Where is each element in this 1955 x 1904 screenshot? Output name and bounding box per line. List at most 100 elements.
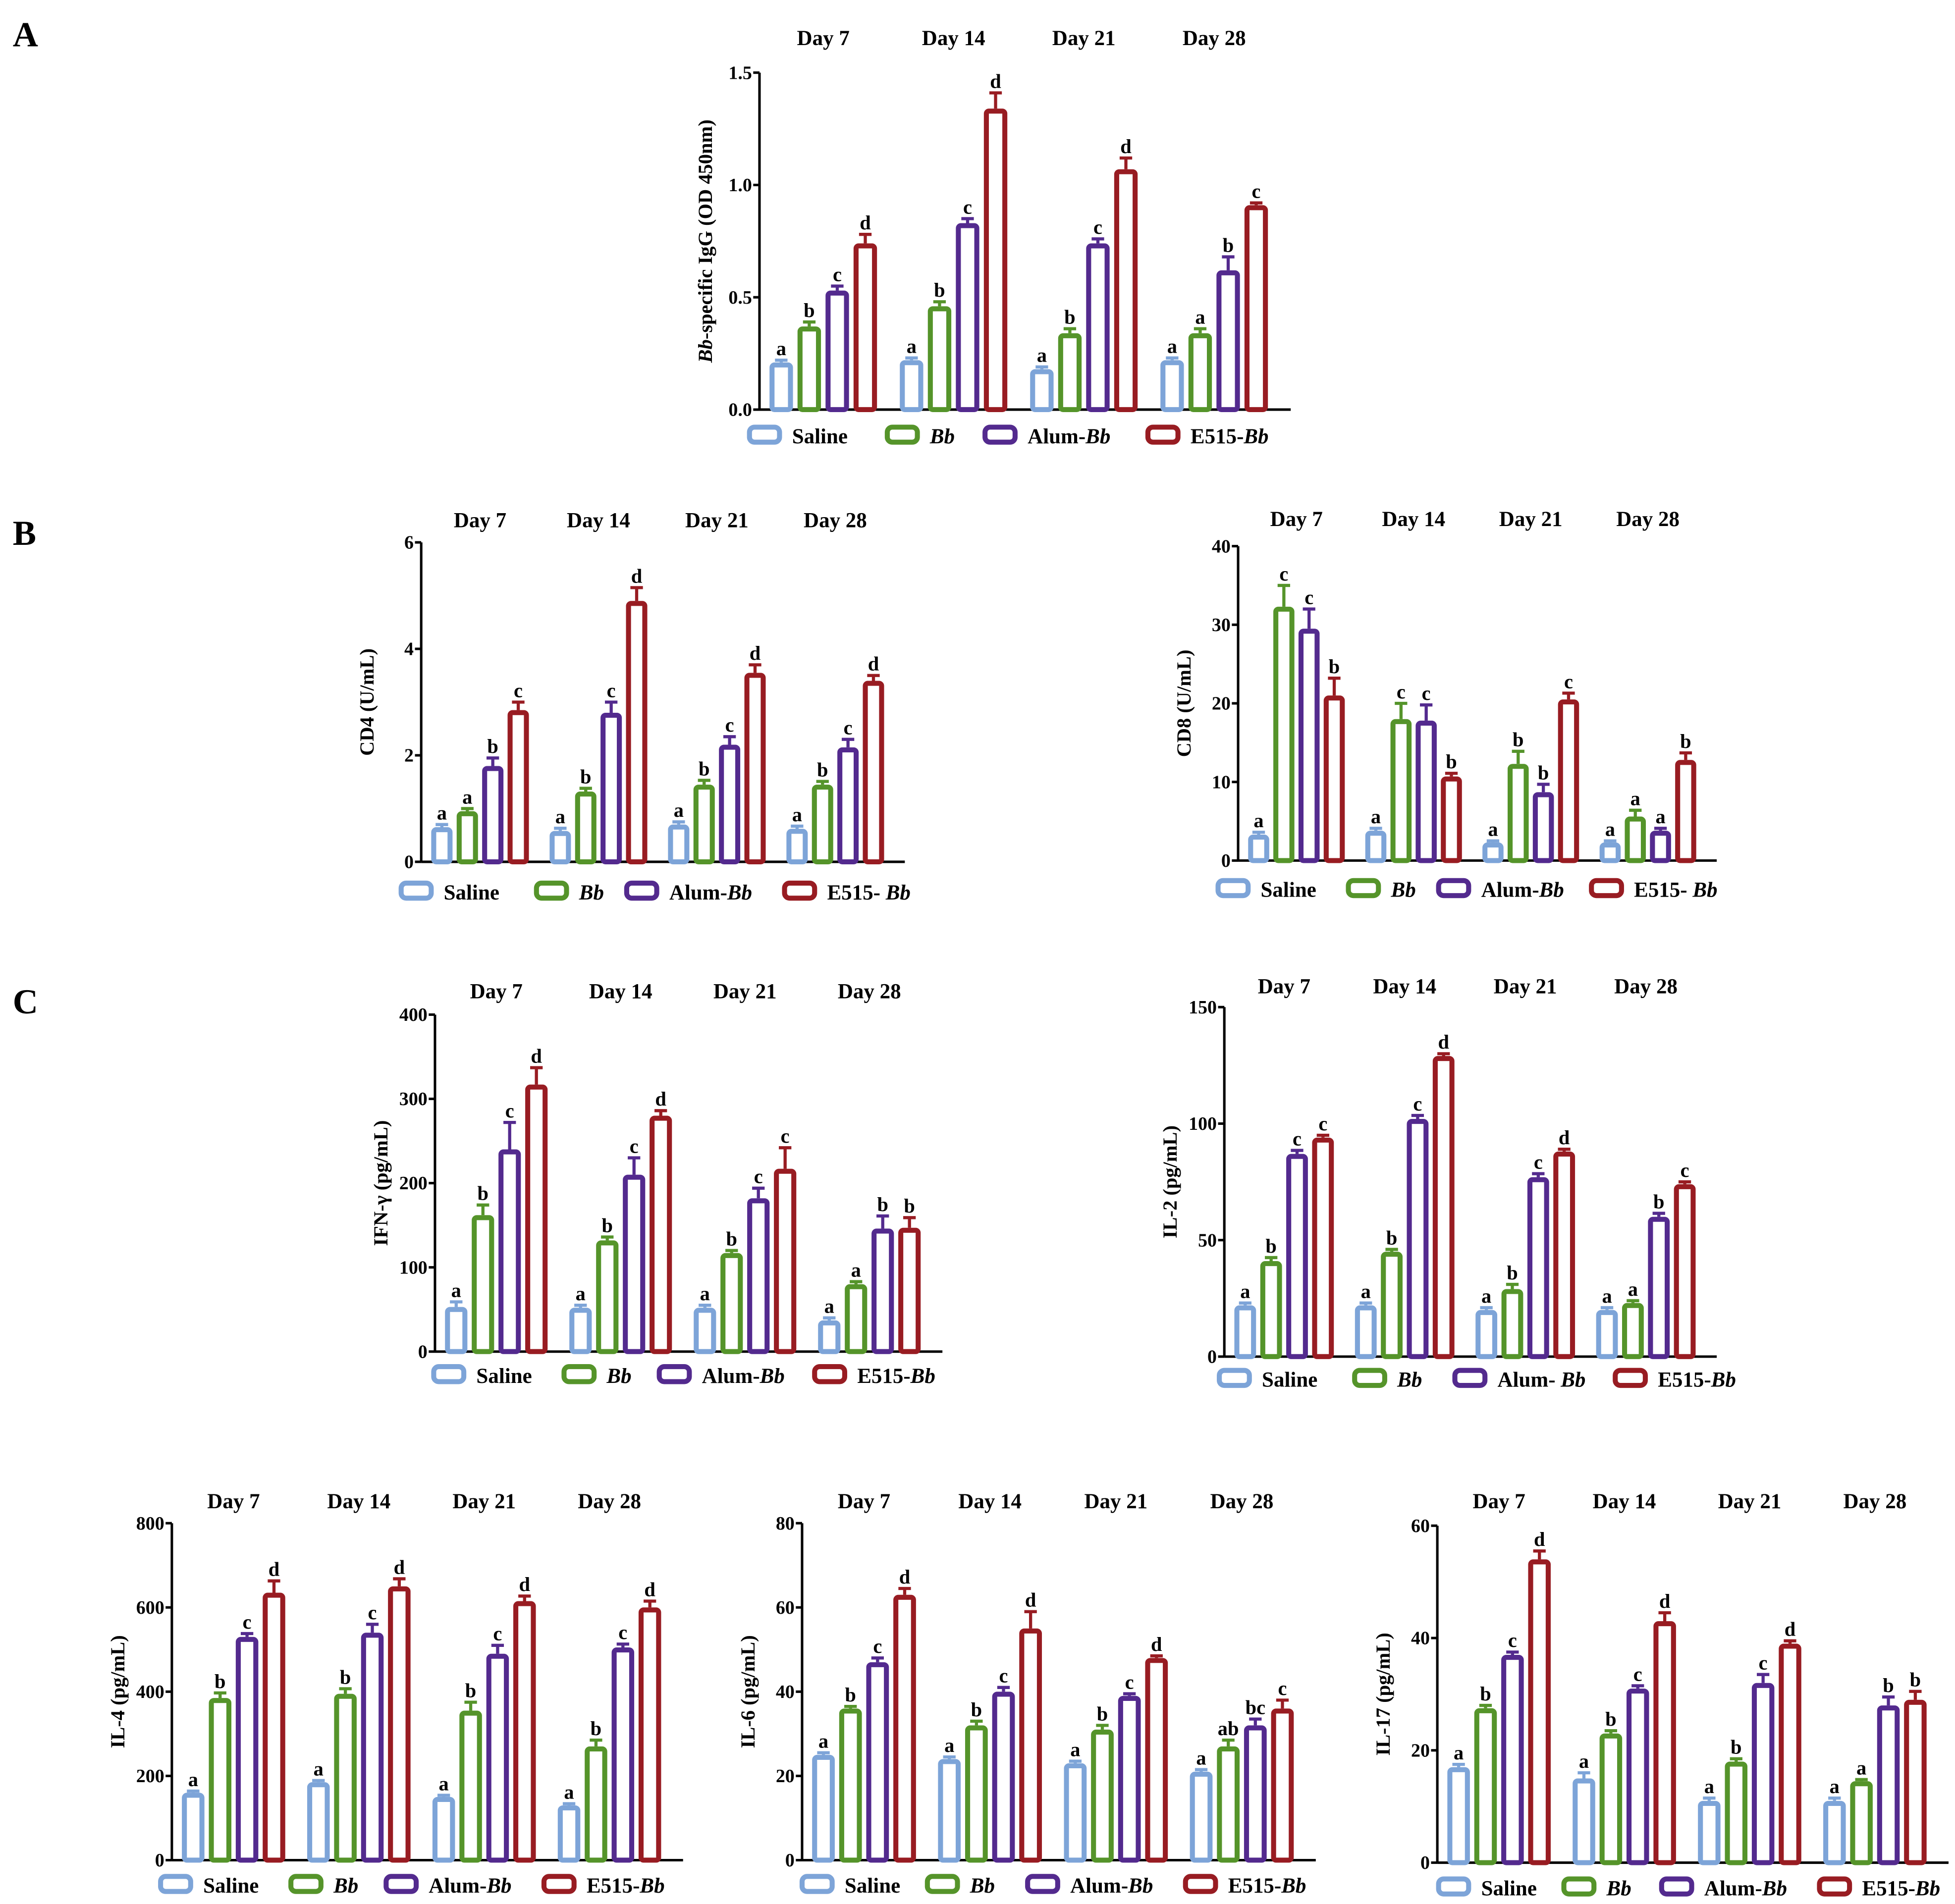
significance-letter: a: [818, 1730, 828, 1752]
significance-letter: b: [1480, 1683, 1491, 1705]
bar-bb: [1217, 1746, 1240, 1863]
bar-e515-bb: [1432, 1056, 1455, 1359]
bar-saline: [812, 1754, 835, 1863]
legend-label: Saline: [203, 1874, 259, 1898]
day-label: Day 28: [838, 980, 901, 1004]
significance-letter: a: [564, 1781, 574, 1803]
legend-label: E515-Bb: [1862, 1877, 1940, 1900]
significance-letter: d: [990, 70, 1001, 92]
significance-letter: b: [1223, 234, 1234, 256]
legend-swatch: [541, 1874, 577, 1894]
bar-e515-bb: [1675, 760, 1696, 863]
legend-swatch: [1352, 1368, 1387, 1388]
legend-label: E515- Bb: [1634, 879, 1717, 902]
bar-e515-bb: [1145, 1658, 1168, 1863]
bar-e515-bb: [983, 108, 1008, 413]
significance-letter: c: [1318, 1112, 1327, 1135]
significance-letter: c: [243, 1611, 252, 1633]
significance-letter: a: [1856, 1757, 1866, 1779]
bar-saline: [668, 824, 690, 864]
bar-saline: [769, 362, 793, 413]
bar-e515-bb: [1244, 205, 1268, 413]
bar-bb: [585, 1746, 607, 1863]
bar-e515-bb: [388, 1586, 411, 1863]
y-tick-label: 40: [1212, 536, 1231, 557]
bar-e515-bb: [513, 1601, 536, 1863]
bar-bb: [720, 1253, 743, 1354]
legend-label: Saline: [444, 881, 499, 904]
significance-letter: c: [630, 1135, 639, 1157]
y-axis-label: Bb-specific IgG (OD 450nm): [694, 119, 716, 363]
significance-letter: b: [465, 1679, 477, 1701]
bar-saline: [1573, 1778, 1595, 1865]
day-label: Day 7: [797, 27, 850, 50]
bar-alum-bb: [1286, 1154, 1308, 1359]
y-tick-label: 30: [1212, 615, 1231, 635]
bar-bb: [1850, 1781, 1873, 1865]
y-tick-label: 100: [399, 1257, 428, 1278]
bar-alum-bb: [611, 1647, 635, 1863]
significance-letter: a: [1481, 1285, 1491, 1307]
legend-swatch: [288, 1874, 324, 1894]
bar-bb: [1260, 1261, 1282, 1359]
y-tick-label: 6: [404, 532, 414, 553]
bar-bb: [459, 1710, 482, 1863]
bar-e515-bb: [863, 681, 884, 864]
legend-label: Alum-Bb: [1481, 879, 1564, 902]
significance-letter: b: [1605, 1708, 1617, 1730]
significance-letter: c: [1422, 682, 1431, 704]
day-label: Day 28: [1614, 975, 1678, 998]
legend-label: Saline: [1261, 879, 1316, 902]
significance-letter: c: [1293, 1127, 1302, 1150]
bar-alum-bb: [1532, 792, 1554, 863]
y-tick-label: 100: [1189, 1113, 1217, 1134]
bar-bb: [1725, 1761, 1748, 1865]
significance-letter: b: [1507, 1262, 1518, 1284]
legend-swatch: [431, 1364, 467, 1384]
legend-swatch: [1589, 878, 1624, 899]
bar-e515-bb: [1904, 1699, 1927, 1865]
bar-e515-bb: [1323, 695, 1345, 863]
day-label: Day 7: [1473, 1490, 1525, 1513]
bar-alum-bb: [1118, 1695, 1141, 1863]
legend-swatch: [1659, 1876, 1694, 1897]
significance-letter: a: [851, 1259, 861, 1281]
significance-letter: d: [1785, 1618, 1796, 1640]
bar-bb: [1058, 333, 1082, 413]
chart-ifng: 0 100 200 300 400 IFN-γ (pg/mL) Day 7 a b c d Day 1…: [370, 980, 943, 1388]
y-tick-label: 0: [1207, 1346, 1217, 1367]
significance-letter: c: [754, 1165, 763, 1188]
legend-label: Bb: [970, 1874, 995, 1898]
legend-swatch: [1436, 1876, 1471, 1897]
legend-swatch: [924, 1874, 960, 1894]
significance-letter: c: [963, 196, 972, 218]
significance-letter: a: [824, 1295, 834, 1318]
bar-saline: [445, 1307, 468, 1354]
bar-bb: [596, 1240, 619, 1354]
bar-e515-bb: [1674, 1184, 1696, 1359]
legend-swatch: [534, 880, 569, 901]
y-tick-label: 400: [136, 1682, 164, 1702]
significance-letter: c: [1304, 586, 1313, 608]
legend-swatch: [158, 1874, 193, 1894]
legend-label: Bb: [606, 1365, 631, 1388]
day-label: Day 21: [1084, 1490, 1147, 1513]
bar-alum-bb: [747, 1198, 770, 1354]
legend-swatch: [656, 1364, 692, 1384]
bar-alum-bb: [1626, 1689, 1649, 1865]
legend-label: Alum- Bb: [1498, 1369, 1586, 1392]
y-tick-label: 60: [776, 1597, 795, 1618]
bar-saline: [1482, 842, 1504, 863]
legend-label: E515-Bb: [857, 1365, 935, 1388]
significance-letter: a: [439, 1772, 449, 1795]
significance-letter: c: [1413, 1093, 1422, 1115]
day-label: Day 14: [958, 1490, 1022, 1513]
bar-saline: [1365, 831, 1387, 863]
bar-alum-bb: [600, 712, 622, 864]
y-tick-label: 80: [776, 1513, 795, 1534]
bar-alum-bb: [498, 1149, 521, 1354]
significance-letter: d: [1025, 1589, 1036, 1611]
legend-swatch: [747, 424, 782, 445]
significance-letter: b: [1064, 306, 1076, 328]
bar-alum-bb: [486, 1653, 509, 1863]
